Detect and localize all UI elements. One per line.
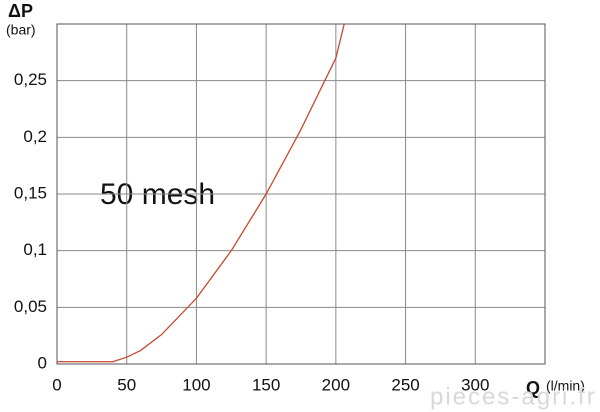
y-tick-label: 0 <box>38 353 47 372</box>
x-tick-label: 150 <box>252 375 280 394</box>
y-tick-label: 0,2 <box>23 127 47 146</box>
x-tick-label: 250 <box>391 375 419 394</box>
x-tick-label: 100 <box>182 375 210 394</box>
y-tick-label: 0,05 <box>14 297 47 316</box>
y-axis-unit: (bar) <box>6 22 36 38</box>
y-tick-label: 0,15 <box>14 183 47 202</box>
y-tick-label: 0,1 <box>23 240 47 259</box>
plot-border <box>56 23 546 365</box>
watermark: pieces-agri.fr <box>430 383 597 410</box>
x-tick-label: 200 <box>322 375 350 394</box>
x-tick-label: 0 <box>52 375 61 394</box>
y-axis-label: ΔP <box>8 1 33 21</box>
x-tick-label: 50 <box>117 375 136 394</box>
x-tick-label: 300 <box>461 375 489 394</box>
data-line <box>57 23 345 363</box>
x-axis-label: Q <box>526 378 540 398</box>
x-axis-unit: (l/min) <box>546 378 585 394</box>
y-tick-label: 0,25 <box>14 70 47 89</box>
